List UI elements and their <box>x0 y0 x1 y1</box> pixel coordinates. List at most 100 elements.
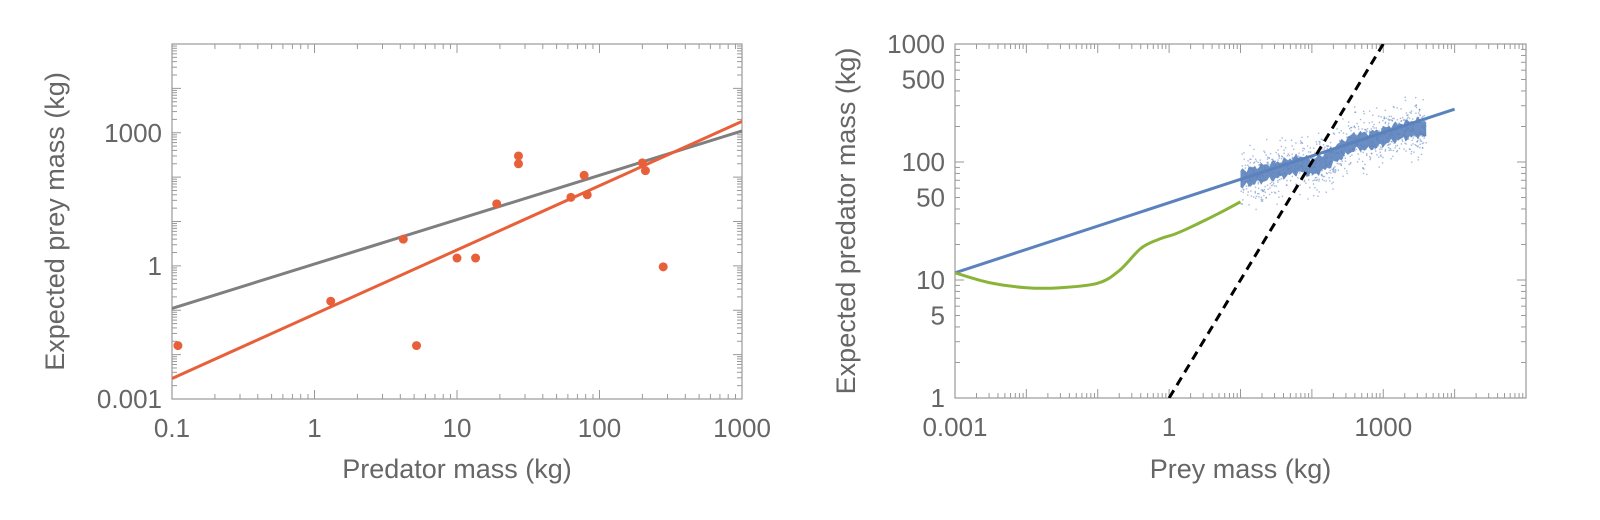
cloud-point <box>1246 172 1249 174</box>
cloud-point <box>1309 147 1311 149</box>
cloud-point <box>1341 157 1344 160</box>
cloud-point <box>1294 164 1297 167</box>
cloud-point <box>1375 127 1377 129</box>
cloud-point <box>1253 161 1256 164</box>
cloud-point <box>1370 148 1373 151</box>
cloud-point <box>1412 130 1415 132</box>
cloud-point <box>1277 179 1279 182</box>
cloud-point <box>1308 174 1310 177</box>
cloud-point <box>1295 158 1298 160</box>
cloud-point <box>1351 143 1354 145</box>
cloud-point <box>1381 162 1384 164</box>
cloud-point <box>1253 171 1255 173</box>
cloud-point <box>1362 151 1364 154</box>
cloud-point <box>1289 168 1291 170</box>
cloud-point <box>1423 127 1425 129</box>
cloud-point <box>1400 108 1402 110</box>
cloud-point <box>1326 172 1328 175</box>
cloud-point <box>1384 109 1387 111</box>
cloud-point <box>1249 185 1251 187</box>
cloud-point <box>1350 129 1352 132</box>
cloud-point <box>1272 158 1274 161</box>
cloud-point <box>1247 160 1249 162</box>
cloud-point <box>1334 166 1336 168</box>
cloud-point <box>1367 136 1369 138</box>
cloud-point <box>1407 120 1409 123</box>
cloud-point <box>1268 172 1270 174</box>
cloud-point <box>1355 144 1357 146</box>
cloud-point <box>1285 162 1288 164</box>
cloud-point <box>1301 165 1304 168</box>
cloud-point <box>1313 147 1315 149</box>
cloud-point <box>1400 120 1402 123</box>
cloud-point <box>1305 182 1307 184</box>
cloud-point <box>1331 177 1334 179</box>
cloud-point <box>1279 139 1281 142</box>
cloud-point <box>1303 180 1306 183</box>
cloud-point <box>1274 160 1277 163</box>
cloud-point <box>1347 142 1349 144</box>
cloud-point <box>1260 179 1262 182</box>
cloud-point <box>1339 162 1342 165</box>
cloud-point <box>1368 110 1371 112</box>
cloud-point <box>1336 152 1339 154</box>
cloud-point <box>1412 127 1415 130</box>
cloud-point <box>1320 158 1323 161</box>
cloud-point <box>1318 191 1320 193</box>
cloud-point <box>1349 150 1351 153</box>
cloud-point <box>1396 122 1398 125</box>
cloud-point <box>1328 171 1330 174</box>
cloud-point <box>1420 131 1422 133</box>
cloud-point <box>1350 161 1352 164</box>
cloud-point <box>1397 136 1400 139</box>
cloud-point <box>1392 134 1394 136</box>
cloud-point <box>1249 179 1251 182</box>
cloud-point <box>1315 176 1318 179</box>
cloud-point <box>1264 167 1266 170</box>
cloud-point <box>1331 150 1333 153</box>
cloud-point <box>1388 128 1390 130</box>
cloud-point <box>1327 145 1329 147</box>
cloud-point <box>1377 131 1379 134</box>
data-point <box>471 253 481 263</box>
cloud-point <box>1332 170 1334 173</box>
cloud-point <box>1307 136 1309 138</box>
cloud-point <box>1422 133 1424 136</box>
cloud-point <box>1284 161 1286 164</box>
cloud-point <box>1311 157 1313 159</box>
cloud-point <box>1383 116 1386 118</box>
cloud-point <box>1394 136 1396 138</box>
cloud-point <box>1423 134 1425 136</box>
cloud-point <box>1332 168 1335 171</box>
cloud-point <box>1357 153 1359 155</box>
cloud-point <box>1334 152 1337 155</box>
cloud-point <box>1257 183 1259 185</box>
cloud-point <box>1269 182 1272 185</box>
cloud-point <box>1364 128 1366 131</box>
cloud-point <box>1403 119 1406 121</box>
cloud-point <box>1261 200 1264 202</box>
cloud-point <box>1248 178 1251 181</box>
data-point <box>492 199 502 209</box>
cloud-point <box>1282 177 1285 180</box>
cloud-point <box>1270 174 1272 177</box>
cloud-point <box>1360 144 1363 147</box>
cloud-point <box>1359 118 1362 121</box>
cloud-point <box>1255 160 1258 162</box>
x-tick-label: 1000 <box>1354 412 1412 442</box>
cloud-point <box>1280 178 1283 180</box>
cloud-point <box>1287 168 1289 170</box>
cloud-point <box>1392 137 1394 140</box>
cloud-point <box>1342 154 1345 156</box>
data-point <box>326 296 336 306</box>
cloud-point <box>1250 195 1253 197</box>
cloud-point <box>1379 148 1381 151</box>
cloud-point <box>1275 151 1277 154</box>
cloud-point <box>1283 173 1286 175</box>
cloud-point <box>1382 145 1384 147</box>
cloud-point <box>1267 188 1269 191</box>
cloud-point <box>1286 155 1289 157</box>
cloud-point <box>1382 140 1385 143</box>
cloud-point <box>1389 133 1392 135</box>
cloud-point <box>1321 173 1323 176</box>
